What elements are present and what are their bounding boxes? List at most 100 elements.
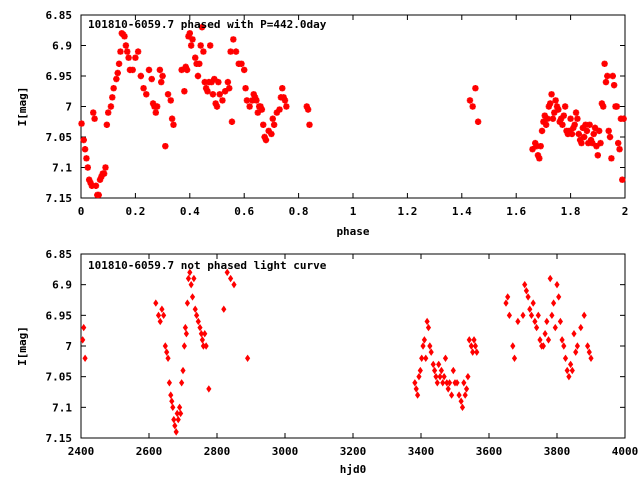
data-point — [117, 48, 124, 55]
x-tick-label: 3200 — [340, 445, 367, 458]
data-point — [249, 97, 256, 104]
data-point — [413, 385, 419, 393]
y-tick-label: 6.85 — [46, 9, 73, 22]
data-point — [102, 164, 109, 171]
data-point — [601, 60, 608, 67]
data-point — [215, 78, 222, 86]
x-tick-label: 1.8 — [561, 205, 581, 218]
data-point — [470, 348, 476, 356]
data-point — [430, 360, 436, 369]
data-point — [261, 133, 268, 141]
data-point — [556, 293, 562, 301]
data-point — [561, 342, 567, 350]
data-point — [173, 428, 179, 436]
data-point — [459, 403, 466, 412]
data-point — [427, 342, 433, 350]
data-point — [80, 336, 86, 344]
data-point — [158, 78, 165, 86]
data-point — [162, 142, 169, 150]
data-point — [254, 109, 261, 116]
data-point — [161, 311, 167, 320]
data-point — [228, 118, 236, 125]
data-point — [593, 142, 600, 150]
data-point — [140, 85, 147, 92]
data-point — [549, 311, 555, 320]
data-point — [585, 342, 591, 350]
data-point — [552, 323, 558, 332]
unphased-panel: 2400 2600 2800 3000 3200 3400 3600 3800 4000 6.85… — [16, 248, 638, 476]
y-tick-label: 6.95 — [46, 309, 73, 322]
data-point — [530, 299, 536, 307]
unphased-chart-title: 101810-6059.7 not phased light curve — [88, 259, 327, 272]
data-point — [463, 385, 470, 393]
data-point — [96, 176, 104, 183]
data-point — [442, 354, 449, 362]
phased-panel: 0 0.2 0.4 0.6 0.8 1 1.2 1.4 1.6 1.8 2 6.85 6.9 6.95 7 7… — [16, 9, 628, 238]
data-point — [417, 366, 423, 375]
data-point — [110, 85, 117, 92]
data-point — [178, 66, 185, 74]
y-tick-label: 6.95 — [46, 70, 73, 83]
data-point — [251, 94, 259, 101]
data-point — [164, 91, 172, 98]
data-point — [540, 118, 547, 125]
data-point — [588, 354, 594, 362]
data-point — [178, 409, 184, 418]
data-point — [571, 121, 578, 128]
data-point — [412, 379, 418, 387]
data-point — [564, 366, 570, 375]
data-point — [619, 176, 626, 183]
x-tick-label: 1.2 — [397, 205, 417, 218]
data-point — [432, 366, 438, 375]
data-point — [303, 103, 310, 110]
data-point — [542, 330, 548, 338]
phased-axis-ticks: 0 0.2 0.4 0.6 0.8 1 1.2 1.4 1.6 1.8 2 6.85 6.9 6.95 7 7… — [46, 9, 629, 218]
data-point — [203, 342, 209, 350]
data-point — [423, 354, 429, 362]
data-point — [506, 311, 512, 320]
data-point — [84, 164, 91, 171]
data-point — [78, 120, 85, 127]
data-point — [105, 109, 112, 116]
data-point — [549, 115, 557, 122]
data-point — [198, 330, 204, 338]
data-point — [242, 85, 249, 92]
data-point — [100, 170, 108, 177]
data-point — [462, 391, 468, 399]
data-point — [181, 342, 187, 350]
data-point — [566, 372, 572, 381]
data-point — [551, 299, 557, 307]
data-point — [441, 372, 447, 381]
data-point — [527, 305, 533, 313]
data-point — [270, 121, 278, 128]
data-point — [537, 142, 544, 150]
data-point — [157, 317, 163, 326]
data-point — [465, 372, 471, 381]
data-point — [553, 103, 561, 110]
y-tick-label: 6.9 — [52, 40, 72, 53]
data-point — [466, 336, 472, 344]
x-tick-label: 2600 — [136, 445, 163, 458]
data-point — [472, 342, 478, 350]
data-point — [230, 36, 237, 43]
data-point — [510, 342, 516, 350]
data-point — [440, 379, 446, 387]
x-tick-label: 4000 — [612, 445, 639, 458]
data-point — [201, 78, 208, 86]
data-point — [169, 397, 175, 405]
data-point — [615, 139, 622, 147]
data-point — [175, 415, 181, 424]
x-tick-label: 3400 — [408, 445, 435, 458]
data-point — [167, 97, 174, 104]
data-point — [199, 336, 205, 344]
data-point — [149, 100, 157, 107]
data-point — [192, 54, 199, 61]
data-point — [433, 372, 439, 381]
data-point — [88, 182, 96, 189]
y-tick-label: 7 — [65, 340, 72, 353]
y-tick-label: 7.1 — [52, 162, 72, 175]
data-point — [221, 88, 229, 95]
data-point — [583, 127, 591, 135]
data-point — [574, 342, 580, 350]
phased-x-axis-label: phase — [336, 225, 369, 238]
